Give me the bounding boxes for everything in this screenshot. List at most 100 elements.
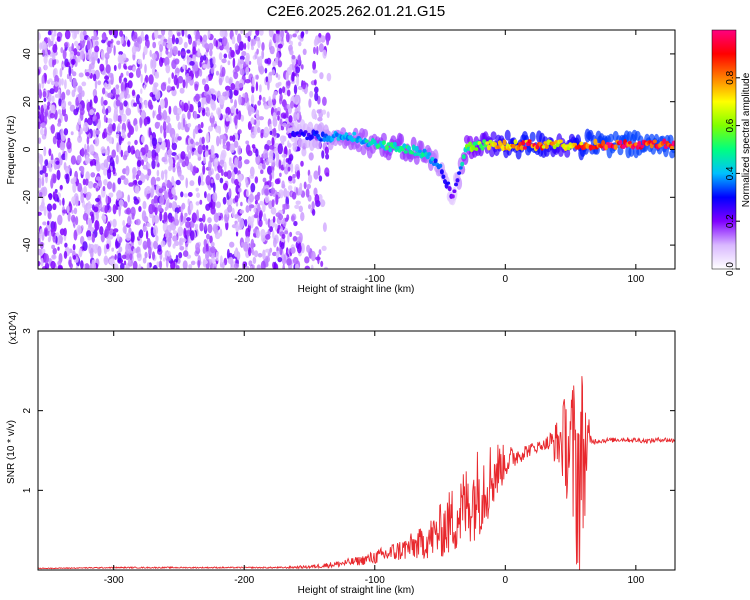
noise-blob xyxy=(73,108,79,116)
noise-blob xyxy=(296,243,302,254)
noise-blob xyxy=(133,118,138,127)
noise-blob xyxy=(164,191,169,200)
noise-blob xyxy=(75,265,79,269)
noise-blob xyxy=(72,255,77,260)
noise-blob xyxy=(304,256,310,264)
noise-blob xyxy=(104,75,110,80)
noise-blob xyxy=(145,230,149,240)
trace-point xyxy=(474,147,479,152)
noise-blob xyxy=(272,112,277,121)
noise-blob xyxy=(168,183,173,190)
noise-blob xyxy=(175,254,179,263)
noise-blob xyxy=(117,177,122,185)
noise-blob xyxy=(176,32,181,37)
noise-blob xyxy=(269,150,274,160)
trace-point xyxy=(461,154,466,160)
noise-blob xyxy=(164,179,168,185)
noise-blob xyxy=(225,127,228,134)
noise-blob xyxy=(233,263,240,269)
noise-blob xyxy=(317,37,322,43)
noise-blob xyxy=(189,180,195,187)
noise-blob xyxy=(326,37,330,46)
noise-blob xyxy=(244,79,251,84)
noise-blob xyxy=(52,173,57,184)
noise-blob xyxy=(166,85,171,91)
noise-blob xyxy=(159,195,165,206)
noise-blob xyxy=(139,97,143,102)
noise-blob xyxy=(286,258,292,266)
noise-blob xyxy=(104,244,107,255)
noise-blob xyxy=(76,224,82,235)
noise-blob xyxy=(210,144,215,156)
noise-blob xyxy=(41,75,45,84)
noise-blob xyxy=(296,112,300,121)
noise-blob xyxy=(325,153,330,160)
noise-blob xyxy=(43,206,47,217)
noise-blob xyxy=(250,117,255,125)
noise-blob xyxy=(209,99,215,105)
noise-blob xyxy=(55,160,60,165)
noise-blob xyxy=(294,204,300,209)
noise-blob xyxy=(235,201,239,207)
noise-blob xyxy=(171,72,174,79)
noise-blob xyxy=(292,174,296,179)
noise-blob xyxy=(60,78,64,86)
noise-blob xyxy=(87,201,91,210)
noise-blob xyxy=(275,72,279,78)
noise-blob xyxy=(141,210,147,222)
noise-blob xyxy=(198,68,203,77)
noise-blob xyxy=(117,252,122,263)
noise-blob xyxy=(206,193,212,202)
noise-blob xyxy=(138,206,142,212)
noise-blob xyxy=(208,169,212,177)
noise-blob xyxy=(174,155,178,161)
figure-title: C2E6.2025.262.01.21.G15 xyxy=(267,3,445,20)
noise-blob xyxy=(269,173,273,182)
noise-blob xyxy=(70,214,76,223)
noise-blob xyxy=(208,160,212,171)
y-tick-label: 20 xyxy=(22,96,33,108)
noise-blob xyxy=(59,199,62,206)
noise-blob xyxy=(291,191,297,200)
noise-blob xyxy=(69,104,76,112)
noise-blob xyxy=(182,117,186,128)
noise-blob xyxy=(296,75,300,87)
colorbar-tick-label: 0.6 xyxy=(725,118,736,132)
noise-blob xyxy=(234,178,239,186)
snr-marks xyxy=(38,376,675,570)
noise-blob xyxy=(265,218,268,225)
noise-blob xyxy=(167,77,171,84)
noise-blob xyxy=(261,188,265,196)
noise-blob xyxy=(144,118,148,126)
noise-blob xyxy=(183,102,189,113)
noise-blob xyxy=(229,197,233,205)
noise-blob xyxy=(84,263,90,269)
trace-point xyxy=(529,131,536,142)
colorbar-scale xyxy=(711,29,737,270)
noise-blob xyxy=(269,45,275,55)
noise-blob xyxy=(38,166,41,177)
noise-blob xyxy=(275,33,280,43)
noise-blob xyxy=(239,64,244,69)
trace-point xyxy=(439,169,444,175)
noise-blob xyxy=(186,49,191,54)
noise-blob xyxy=(104,82,108,89)
noise-blob xyxy=(308,174,313,184)
noise-blob xyxy=(83,204,88,211)
noise-blob xyxy=(264,188,270,196)
noise-blob xyxy=(137,180,143,186)
noise-blob xyxy=(212,263,218,268)
noise-blob xyxy=(238,129,242,135)
noise-blob xyxy=(274,56,279,66)
noise-blob xyxy=(142,225,148,232)
noise-blob xyxy=(235,108,239,115)
noise-blob xyxy=(210,206,216,215)
noise-blob xyxy=(50,260,56,269)
noise-blob xyxy=(233,166,238,175)
noise-blob xyxy=(253,125,258,135)
noise-blob xyxy=(168,217,173,223)
noise-blob xyxy=(155,89,161,101)
noise-blob xyxy=(127,216,132,226)
noise-blob xyxy=(251,45,254,51)
noise-blob xyxy=(238,156,242,161)
